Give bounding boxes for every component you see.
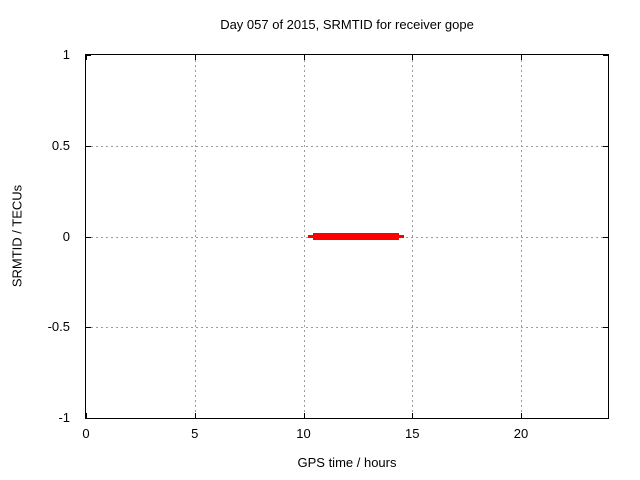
x-tick-label: 15	[405, 426, 420, 441]
x-tick-bottom	[303, 413, 305, 418]
y-tick-label: -0.5	[47, 319, 70, 335]
y-tick-left	[86, 55, 91, 56]
y-tick-label: -1	[58, 410, 70, 425]
y-gridline	[86, 327, 608, 329]
x-tick-top	[521, 55, 522, 60]
x-tick-top	[194, 55, 196, 60]
x-axis-label: GPS time / hours	[297, 455, 397, 470]
x-tick-top	[86, 55, 87, 60]
x-tick-label: 20	[513, 426, 529, 441]
x-tick-top	[303, 55, 305, 60]
y-tick-left	[86, 418, 91, 419]
x-tick-label: 5	[191, 426, 199, 441]
plot-area	[85, 54, 609, 419]
x-tick-label: 0	[82, 426, 90, 441]
y-tick-label: 0.5	[51, 137, 70, 153]
x-tick-top	[412, 55, 414, 60]
y-tick-right	[603, 418, 608, 419]
y-gridline	[86, 145, 608, 147]
y-tick-right	[603, 327, 608, 329]
chart-title: Day 057 of 2015, SRMTID for receiver gop…	[220, 17, 474, 32]
y-tick-label: 0	[62, 228, 70, 244]
x-tick-bottom	[412, 413, 414, 418]
y-tick-left	[86, 327, 91, 329]
y-tick-left	[86, 145, 91, 147]
x-tick-bottom	[194, 413, 196, 418]
y-tick-right	[603, 236, 608, 238]
x-tick-bottom	[86, 413, 87, 418]
y-tick-label: 1	[62, 47, 70, 62]
series-line-thick	[313, 233, 399, 240]
y-tick-left	[86, 236, 91, 238]
x-tick-bottom	[521, 413, 522, 418]
y-tick-right	[603, 55, 608, 56]
y-tick-right	[603, 145, 608, 147]
x-tick-label: 10	[296, 426, 311, 441]
